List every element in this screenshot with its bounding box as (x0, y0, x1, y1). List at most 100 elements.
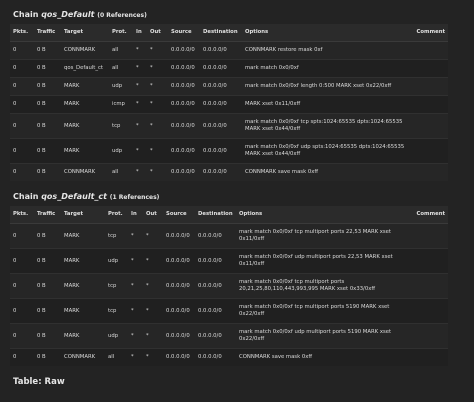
cell: 0.0.0.0/0 (168, 138, 200, 164)
cell: 0 B (34, 77, 61, 96)
comment-cell (411, 273, 448, 299)
cell: * (133, 41, 147, 60)
chain-heading: Chain qos_Default (0 References) (10, 0, 448, 24)
cell: * (133, 77, 147, 96)
cell: * (147, 138, 168, 164)
cell: 0 B (34, 163, 61, 181)
chain-name: qos_Default (41, 10, 95, 19)
column-header: In (128, 206, 143, 224)
cell: 0.0.0.0/0 (195, 348, 236, 366)
column-header: In (133, 24, 147, 42)
column-header: Comment (411, 206, 448, 224)
comment-cell (412, 41, 448, 60)
comment-cell (412, 59, 448, 78)
cell: mark match 0x0/0xf udp multiport ports 2… (236, 248, 411, 274)
cell: 0.0.0.0/0 (168, 59, 200, 78)
cell: 0 (10, 95, 34, 114)
cell: 0 B (34, 273, 61, 299)
cell: 0 B (34, 138, 61, 164)
cell: 0.0.0.0/0 (163, 348, 195, 366)
cell: all (105, 348, 128, 366)
cell: mark match 0x0/0xf (242, 59, 412, 78)
cell: 0.0.0.0/0 (200, 41, 242, 60)
table-heading: Table: Raw (13, 377, 65, 387)
cell: * (143, 298, 163, 324)
cell: 0.0.0.0/0 (163, 298, 195, 324)
header-row: Pkts. Traffic Target Prot. In Out Source Destin… (10, 24, 448, 42)
cell: tcp (105, 223, 128, 249)
column-header: Prot. (105, 206, 128, 224)
cell: 0 (10, 273, 34, 299)
cell: MARK (61, 138, 109, 164)
cell: mark match 0x0/0xf tcp multiport ports 2… (236, 273, 411, 299)
cell: icmp (109, 95, 133, 114)
cell: tcp (105, 273, 128, 299)
cell: * (133, 59, 147, 78)
cell: all (109, 41, 133, 60)
column-header: Traffic (34, 206, 61, 224)
column-header: Pkts. (10, 24, 34, 42)
content: Chain qos_Default (0 References) Pkts. Tra… (10, 0, 448, 387)
cell: * (147, 59, 168, 78)
cell: 0 (10, 59, 34, 78)
cell: 0.0.0.0/0 (168, 77, 200, 96)
cell: all (109, 163, 133, 181)
cell: 0.0.0.0/0 (195, 248, 236, 274)
comment-cell (411, 248, 448, 274)
cell: MARK (61, 248, 105, 274)
chain-heading: Chain qos_Default_ct (1 References) (10, 181, 448, 206)
cell: MARK (61, 113, 109, 139)
cell: 0.0.0.0/0 (163, 223, 195, 249)
cell: udp (105, 248, 128, 274)
cell: MARK (61, 323, 105, 349)
cell: * (133, 163, 147, 181)
cell: * (147, 41, 168, 60)
column-header: Prot. (109, 24, 133, 42)
cell: 0 B (34, 41, 61, 60)
comment-cell (412, 138, 448, 164)
cell: * (143, 323, 163, 349)
column-header: Out (143, 206, 163, 224)
cell: 0 (10, 138, 34, 164)
cell: * (128, 323, 143, 349)
cell: * (133, 113, 147, 139)
column-header: Out (147, 24, 168, 42)
cell: 0.0.0.0/0 (168, 163, 200, 181)
cell: MARK (61, 223, 105, 249)
comment-cell (411, 298, 448, 324)
cell: mark match 0x0/0xf tcp spts:1024:65535 d… (242, 113, 412, 139)
cell: MARK (61, 298, 105, 324)
comment-cell (411, 348, 448, 366)
cell: * (128, 273, 143, 299)
table-head: Pkts. Traffic Target Prot. In Out Source Destin… (10, 206, 448, 224)
comment-cell (412, 163, 448, 181)
cell: MARK (61, 77, 109, 96)
chain-prefix: Chain (13, 10, 39, 19)
cell: * (143, 348, 163, 366)
comment-cell (412, 95, 448, 114)
cell: mark match 0x0/0xf length 0:500 MARK xse… (242, 77, 412, 96)
cell: udp (109, 138, 133, 164)
cell: 0.0.0.0/0 (200, 95, 242, 114)
cell: CONNMARK restore mask 0xf (242, 41, 412, 60)
comment-cell (412, 77, 448, 96)
cell: * (147, 113, 168, 139)
cell: udp (109, 77, 133, 96)
cell: * (133, 95, 147, 114)
cell: 0.0.0.0/0 (168, 95, 200, 114)
cell: 0 (10, 348, 34, 366)
cell: MARK xset 0x11/0xff (242, 95, 412, 114)
